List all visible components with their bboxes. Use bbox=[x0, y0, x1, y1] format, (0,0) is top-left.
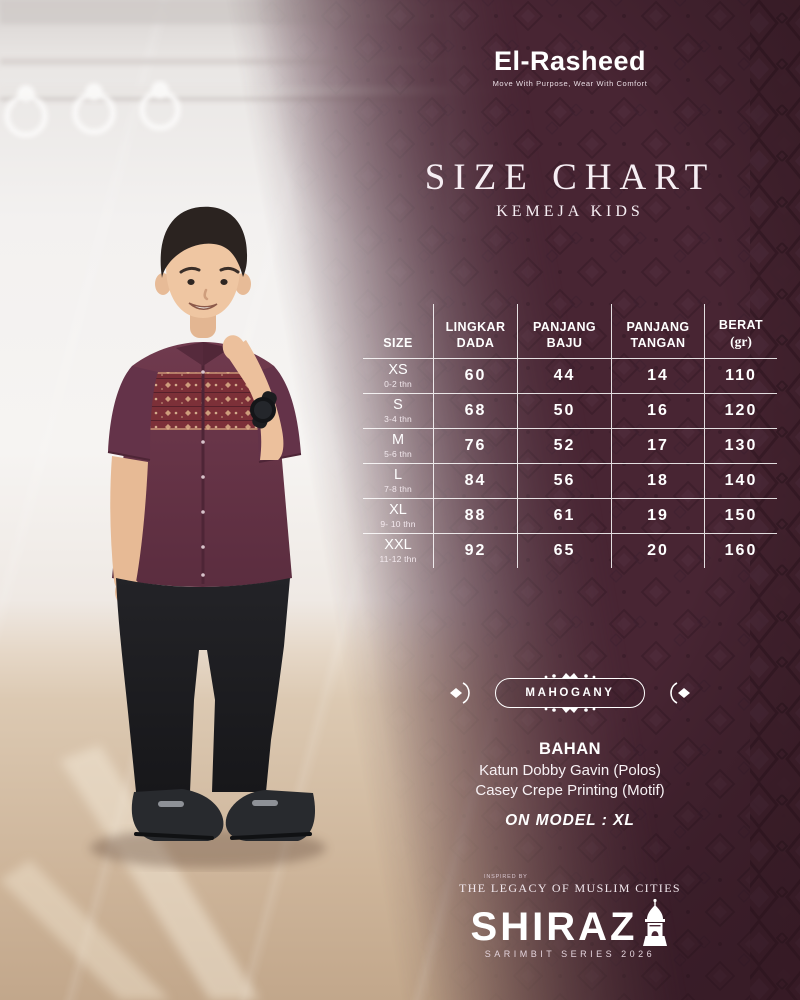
table-cell: 60 bbox=[433, 358, 517, 393]
table-cell: 65 bbox=[517, 533, 611, 568]
inspired-by-label: INSPIRED BY bbox=[484, 874, 528, 880]
table-cell: 50 bbox=[517, 393, 611, 428]
table-cell: 61 bbox=[517, 498, 611, 533]
col-header-lingkar-dada: LINGKAR DADA bbox=[433, 304, 517, 358]
series-year: SARIMBIT SERIES 2026 bbox=[484, 949, 656, 959]
col-header-panjang-tangan: PANJANG TANGAN bbox=[611, 304, 704, 358]
color-badge: MAHOGANY bbox=[420, 672, 720, 714]
minaret-icon bbox=[643, 898, 668, 946]
material-line-2: Casey Crepe Printing (Motif) bbox=[475, 782, 665, 799]
table-cell: 88 bbox=[433, 498, 517, 533]
table-cell: 140 bbox=[704, 463, 777, 498]
table-cell: 68 bbox=[433, 393, 517, 428]
table-cell: 52 bbox=[517, 428, 611, 463]
table-cell: 44 bbox=[517, 358, 611, 393]
lace-ornament-icon bbox=[544, 673, 596, 679]
table-cell: 56 bbox=[517, 463, 611, 498]
table-cell: 120 bbox=[704, 393, 777, 428]
table-cell: 17 bbox=[611, 428, 704, 463]
table-cell: 14 bbox=[611, 358, 704, 393]
table-cell: 150 bbox=[704, 498, 777, 533]
table-cell: 76 bbox=[433, 428, 517, 463]
on-model-note: ON MODEL : XL bbox=[505, 812, 635, 829]
legacy-tagline: THE LEGACY OF MUSLIM CITIES bbox=[458, 881, 682, 895]
brand-block: El-Rasheed Move With Purpose, Wear With … bbox=[400, 46, 740, 88]
col-header-size: SIZE bbox=[383, 335, 413, 350]
table-cell: 130 bbox=[704, 428, 777, 463]
color-badge-pill: MAHOGANY bbox=[495, 678, 645, 708]
table-cell: 160 bbox=[704, 533, 777, 568]
page-subtitle: KEMEJA KIDS bbox=[496, 203, 644, 220]
table-cell: 84 bbox=[433, 463, 517, 498]
size-table: SIZE LINGKAR DADA PANJANG BAJU PANJANG TANG… bbox=[363, 304, 777, 568]
material-heading: BAHAN bbox=[538, 740, 602, 758]
side-ornament-icon bbox=[670, 682, 690, 704]
table-row-size-cell: XXL 11-12 thn bbox=[363, 533, 433, 568]
material-block: BAHAN Katun Dobby Gavin (Polos) Casey Cr… bbox=[400, 740, 740, 799]
brand-logo: El-Rasheed bbox=[493, 46, 647, 76]
table-cell: 92 bbox=[433, 533, 517, 568]
table-row-size-cell: L 7-8 thn bbox=[363, 463, 433, 498]
brand-tagline: Move With Purpose, Wear With Comfort bbox=[492, 79, 648, 88]
photo-blend-gradient bbox=[0, 0, 780, 1000]
material-line-1: Katun Dobby Gavin (Polos) bbox=[479, 762, 661, 779]
lace-ornament-icon bbox=[544, 707, 596, 713]
table-cell: 110 bbox=[704, 358, 777, 393]
table-cell: 19 bbox=[611, 498, 704, 533]
model-photo bbox=[0, 0, 780, 1000]
page-title: SIZE CHART bbox=[424, 157, 716, 198]
table-cell: 18 bbox=[611, 463, 704, 498]
col-header-panjang-baju: PANJANG BAJU bbox=[517, 304, 611, 358]
table-row-size-cell: M 5-6 thn bbox=[363, 428, 433, 463]
table-row-size-cell: S 3-4 thn bbox=[363, 393, 433, 428]
series-logo: INSPIRED BY THE LEGACY OF MUSLIM CITIES … bbox=[420, 874, 720, 959]
title-block: SIZE CHART KEMEJA KIDS bbox=[380, 156, 760, 221]
series-name: SHIRAZ bbox=[470, 905, 638, 949]
col-header-berat: BERAT (gr) bbox=[704, 304, 777, 358]
table-row-size-cell: XL 9- 10 thn bbox=[363, 498, 433, 533]
table-cell: 16 bbox=[611, 393, 704, 428]
table-cell: 20 bbox=[611, 533, 704, 568]
side-ornament-icon bbox=[450, 682, 470, 704]
table-row-size-cell: XS 0-2 thn bbox=[363, 358, 433, 393]
